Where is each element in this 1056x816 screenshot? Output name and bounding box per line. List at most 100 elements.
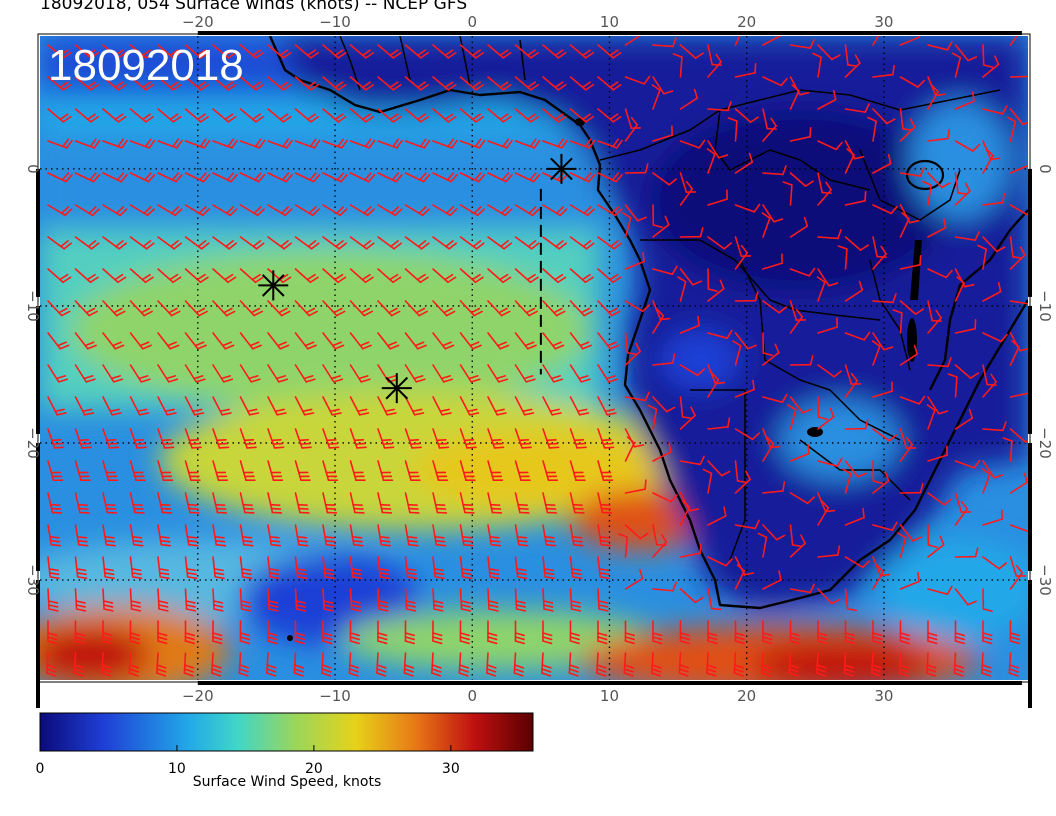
- wind-barb: [624, 251, 645, 270]
- wind-barb: [899, 108, 913, 131]
- wind-barb: [47, 300, 71, 317]
- wind-barb: [239, 204, 265, 217]
- wind-barb: [157, 236, 183, 250]
- wind-barb: [707, 140, 729, 159]
- wind-barb: [789, 308, 804, 334]
- wind-barb: [157, 44, 182, 59]
- wind-barb: [597, 236, 623, 250]
- wind-barb: [541, 652, 552, 677]
- wind-barb: [129, 556, 143, 580]
- wind-barb: [569, 76, 595, 91]
- wind-barb: [239, 556, 253, 580]
- wind-barb: [624, 36, 641, 46]
- wind-barb: [844, 103, 870, 113]
- wind-barb: [596, 652, 607, 677]
- wind-barb: [74, 620, 85, 645]
- wind-barb: [157, 556, 170, 580]
- wind-barb: [982, 421, 1007, 432]
- wind-barb: [239, 44, 265, 59]
- wind-barb: [47, 172, 73, 183]
- wind-barb: [872, 428, 898, 442]
- chart-title: 18092018, 054 Surface winds (knots) -- N…: [40, 0, 468, 14]
- wind-barb: [404, 620, 415, 645]
- wind-barb: [597, 364, 619, 383]
- lon-tick-label-top: −10: [319, 13, 351, 31]
- wind-barb: [459, 492, 475, 514]
- wind-barb: [597, 300, 621, 317]
- wind-barb: [102, 108, 127, 123]
- wind-barb: [459, 364, 481, 383]
- wind-barb: [922, 180, 932, 206]
- wind-barb: [782, 181, 793, 206]
- wind-barb: [982, 236, 1006, 253]
- wind-barb: [404, 268, 429, 284]
- wind-barb: [899, 212, 910, 238]
- wind-barb: [597, 268, 622, 284]
- wind-barb: [762, 524, 786, 541]
- wind-barb: [1009, 300, 1028, 305]
- wind-barb: [74, 460, 91, 482]
- wind-barb: [322, 300, 346, 317]
- wind-barb: [349, 556, 363, 580]
- wind-barb: [239, 268, 264, 284]
- wind-barb: [514, 460, 531, 482]
- wind-barb: [102, 460, 119, 482]
- wind-barb: [762, 253, 783, 270]
- wind-barb: [817, 268, 839, 287]
- wind-barb: [569, 44, 595, 59]
- wind-barb: [322, 172, 348, 183]
- wind-barb: [762, 343, 780, 366]
- wind-barb: [129, 492, 145, 514]
- wind-barb: [761, 212, 771, 238]
- wind-barb: [872, 36, 880, 46]
- wind-barb: [129, 300, 153, 317]
- axis-tick-bar: [746, 681, 885, 685]
- wind-barb: [294, 428, 312, 449]
- wind-barb: [1009, 428, 1028, 443]
- wind-barb: [432, 332, 455, 350]
- wind-barb: [954, 231, 980, 241]
- wind-barb: [514, 172, 541, 183]
- wind-barb: [184, 428, 202, 449]
- wind-barb: [624, 75, 651, 85]
- lat-tick-label-right: −30: [1036, 564, 1054, 596]
- wind-barb: [816, 276, 826, 302]
- wind-barb: [542, 236, 568, 250]
- wind-barb: [239, 428, 257, 449]
- wind-barb: [762, 620, 773, 645]
- wind-barb: [707, 236, 733, 250]
- wind-barb: [239, 620, 250, 645]
- wind-barb: [837, 245, 848, 270]
- axis-tick-bar: [883, 681, 1022, 685]
- wind-barb: [157, 492, 173, 514]
- wind-barb: [129, 524, 144, 547]
- wind-barb: [294, 492, 310, 514]
- wind-barb: [129, 108, 155, 123]
- wind-barb: [458, 652, 470, 677]
- wind-barb: [294, 236, 320, 250]
- wind-barb: [899, 436, 914, 462]
- wind-barb: [212, 588, 224, 612]
- wind-barb: [184, 76, 210, 91]
- wind-barb: [349, 428, 367, 449]
- colorbar-tick-label: 0: [36, 761, 45, 777]
- wind-barb: [733, 652, 745, 677]
- wind-barb: [404, 204, 430, 217]
- wind-barb: [954, 319, 977, 334]
- wind-barb: [47, 204, 73, 217]
- wind-barb: [927, 620, 938, 645]
- wind-barb: [817, 364, 843, 378]
- wind-barb: [212, 364, 234, 383]
- wind-barb: [212, 492, 228, 514]
- wind-barb: [294, 332, 317, 350]
- wind-barb: [762, 117, 777, 142]
- wind-barb: [899, 118, 916, 142]
- wind-barb: [954, 172, 968, 195]
- wind-barb: [459, 236, 485, 250]
- wind-barb: [74, 588, 87, 612]
- wind-barb: [432, 364, 454, 383]
- wind-barb: [762, 204, 784, 223]
- wind-barb: [542, 364, 564, 383]
- wind-barb: [514, 300, 538, 317]
- wind-barb: [679, 139, 706, 149]
